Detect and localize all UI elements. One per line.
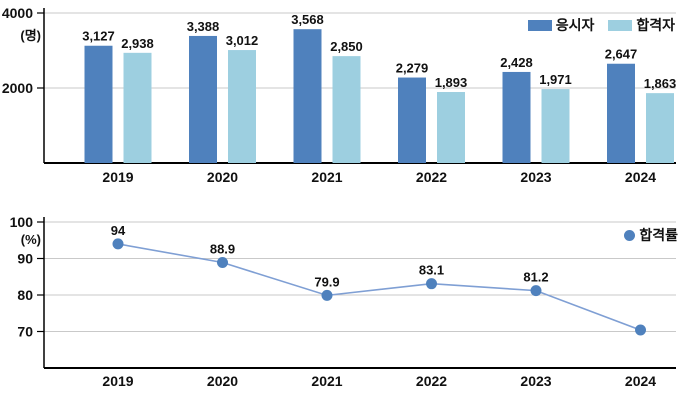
bar-applicants-2022 [398,77,426,163]
bar-chart-y-unit-label: (명) [20,28,41,43]
bar-chart-legend: 응시자 합격자 [527,15,675,35]
bar-passers-2024 [646,93,674,163]
legend-label-passers: 합격자 [636,17,675,33]
y-tick-label: 4000 [2,5,33,21]
passers-swatch-icon [608,19,633,31]
value-label: 2,938 [121,36,154,51]
value-label: 1,971 [539,72,572,87]
x-tick-label: 2020 [207,373,238,389]
y-tick-label: 2000 [2,80,33,96]
applicants-swatch-icon [527,19,552,31]
point-2020 [217,257,228,269]
x-tick-label: 2022 [416,169,447,185]
point-2022 [426,278,437,290]
value-label: 1,863 [644,76,677,91]
x-tick-label: 2021 [311,373,342,389]
point-label: 88.9 [210,242,235,257]
x-tick-label: 2021 [311,169,342,185]
x-tick-label: 2019 [102,373,133,389]
bar-passers-2022 [437,92,465,163]
y-tick-label: 80 [17,287,33,303]
y-tick-label: 100 [10,214,34,230]
value-label: 3,012 [226,33,259,48]
bar-applicants-2020 [189,35,217,164]
legend-item-applicants: 응시자 [527,15,595,35]
value-label: 2,428 [500,55,533,70]
bar-applicants-2023 [502,71,531,163]
bar-applicants-2024 [607,63,635,163]
x-tick-label: 2020 [207,169,238,185]
legend-label-applicants: 응시자 [555,17,595,33]
value-label: 2,850 [330,39,363,54]
x-tick-label: 2024 [625,373,656,389]
y-tick-label: 90 [17,251,33,267]
y-tick-label: 70 [17,324,33,340]
point-2021 [321,289,333,301]
point-2024 [635,324,646,336]
x-tick-label: 2023 [520,169,551,185]
legend-label-pass-rate: 합격률 [639,227,678,243]
value-label: 3,388 [187,19,220,34]
pass-rate-marker-icon [624,229,636,241]
point-2023 [530,285,542,297]
value-label: 3,568 [291,12,324,27]
x-tick-label: 2024 [625,169,656,185]
value-label: 2,647 [605,47,638,62]
bar-applicants-2021 [293,29,322,164]
bar-passers-2023 [541,89,570,163]
point-label: 81.2 [523,270,548,285]
pass-rate-line [117,243,641,331]
legend-item-passers: 합격자 [608,15,675,35]
point-2019 [112,238,124,250]
point-label: 79.9 [314,274,339,289]
point-label: 94 [111,223,126,238]
bar-passers-2020 [228,50,256,163]
legend-item-pass-rate: 합격률 [624,225,678,245]
bar-passers-2021 [332,56,361,163]
x-tick-label: 2019 [102,169,133,185]
x-tick-label: 2023 [520,373,551,389]
bar-applicants-2019 [84,45,113,163]
value-label: 1,893 [435,75,468,90]
point-label: 83.1 [419,263,444,278]
value-label: 2,279 [396,61,429,76]
line-chart-y-unit-label: (%) [20,232,41,247]
value-label: 3,127 [82,29,115,44]
bar-passers-2019 [123,52,152,164]
line-chart-legend: 합격률 [624,225,678,245]
x-tick-label: 2022 [416,373,447,389]
